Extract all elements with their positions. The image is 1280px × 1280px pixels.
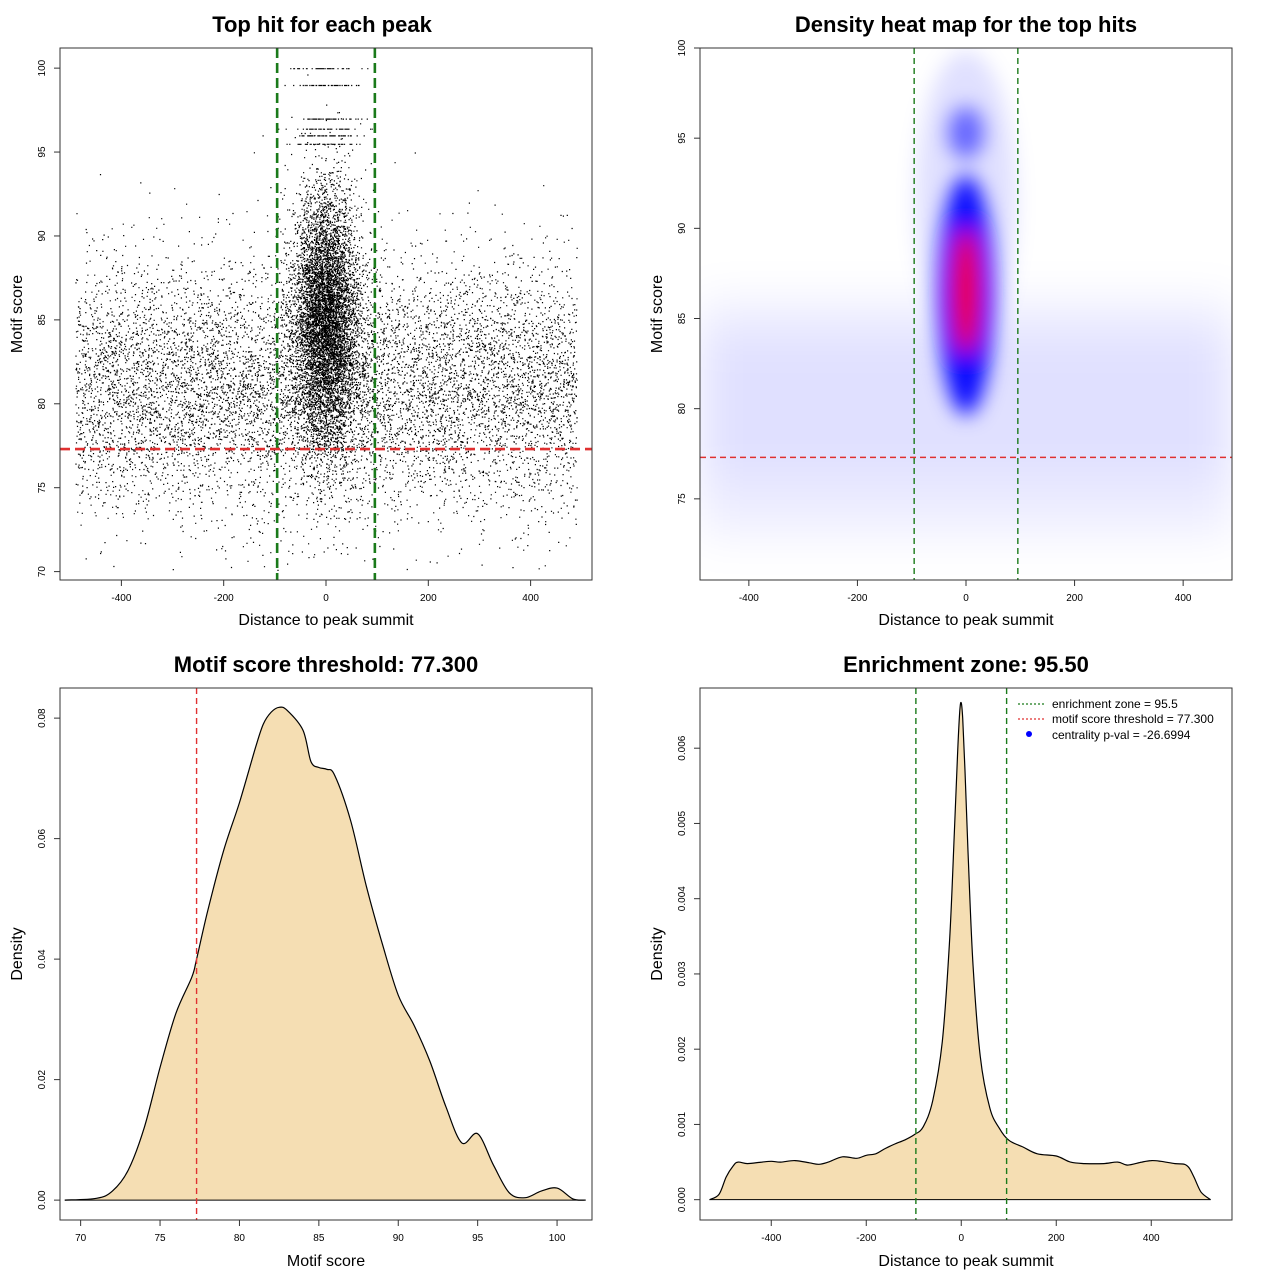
heatmap-y-label: Motif score (649, 275, 666, 353)
scatter-x-tick-label: -200 (214, 593, 234, 604)
scatter-x-tick-label: 200 (420, 593, 437, 604)
scatter-y-tick-label: 90 (37, 230, 48, 242)
distance-density-curve (709, 701, 1211, 1201)
scatter-x-axis: -400 -200 0 200 400 (111, 579, 539, 604)
score-density-x-axis: 70 75 80 85 90 95 100 (75, 1219, 566, 1244)
distance-density-x-tick-label: 400 (1143, 1233, 1160, 1244)
distance-density-x-tick-label: 200 (1048, 1233, 1065, 1244)
distance-density-y-tick-label: 0.006 (677, 735, 688, 760)
score-density-x-tick-label: 95 (472, 1233, 484, 1244)
heatmap-y-axis: 75 80 85 90 95 100 (677, 39, 701, 505)
score-density-y-tick-label: 0.02 (37, 1069, 48, 1089)
score-density-x-tick-label: 90 (393, 1233, 405, 1244)
score-density-x-label: Motif score (287, 1253, 365, 1270)
scatter-y-tick-label: 80 (37, 398, 48, 410)
heatmap-x-tick-label: -200 (847, 593, 867, 604)
distance-density-x-tick-label: -200 (856, 1233, 876, 1244)
distance-density-title: Enrichment zone: 95.50 (843, 652, 1089, 677)
distance-density-fill (709, 702, 1211, 1200)
heatmap-title: Density heat map for the top hits (795, 12, 1137, 37)
distance-density-y-tick-label: 0.005 (677, 810, 688, 835)
score-density-x-tick-label: 100 (549, 1233, 566, 1244)
scatter-points (75, 68, 578, 571)
distance-density-y-tick-label: 0.004 (677, 886, 688, 911)
legend-threshold-label: motif score threshold = 77.300 (1052, 712, 1214, 726)
scatter-y-label: Motif score (9, 275, 26, 353)
score-density-x-tick-label: 85 (313, 1233, 325, 1244)
scatter-title: Top hit for each peak (212, 12, 432, 37)
heatmap-x-tick-label: 200 (1066, 593, 1083, 604)
score-density-panel: Motif score threshold: 77.300 70 75 80 85 90… (9, 652, 593, 1270)
score-density-y-tick-label: 0.00 (37, 1190, 48, 1210)
heatmap-upper-lobe (948, 106, 984, 159)
legend-enrichment-zone-label: enrichment zone = 95.5 (1052, 697, 1178, 711)
distance-density-reference-lines (915, 688, 1008, 1220)
distance-density-y-tick-label: 0.001 (677, 1111, 688, 1136)
heatmap-y-tick-label: 80 (677, 403, 688, 415)
score-density-x-tick-label: 70 (75, 1233, 87, 1244)
scatter-y-tick-label: 70 (37, 566, 48, 578)
legend-centrality-label: centrality p-val = -26.6994 (1052, 728, 1191, 742)
distance-density-x-tick-label: 0 (958, 1233, 964, 1244)
score-density-x-tick-label: 75 (154, 1233, 166, 1244)
distance-density-x-tick-label: -400 (761, 1233, 781, 1244)
score-density-curve (64, 706, 586, 1201)
scatter-y-tick-label: 75 (37, 482, 48, 494)
distance-density-y-axis: 0.000 0.001 0.002 0.003 0.004 0.005 0.006 (677, 735, 701, 1212)
score-density-title: Motif score threshold: 77.300 (174, 652, 478, 677)
scatter-x-tick-label: -400 (111, 593, 131, 604)
score-density-fill (64, 707, 586, 1201)
distance-density-panel: Enrichment zone: 95.50 -400 -200 0 200 400 0… (649, 652, 1233, 1270)
score-density-y-label: Density (9, 927, 26, 980)
legend-centrality-dot (1026, 731, 1032, 737)
score-density-y-tick-label: 0.06 (37, 828, 48, 848)
distance-density-x-label: Distance to peak summit (878, 1253, 1054, 1270)
scatter-reference-lines (60, 48, 592, 580)
score-density-area (64, 706, 586, 1201)
heatmap-x-axis: -400 -200 0 200 400 (739, 579, 1192, 604)
score-density-y-tick-label: 0.04 (37, 949, 48, 969)
score-density-x-tick-label: 80 (234, 1233, 246, 1244)
distance-density-y-label: Density (649, 927, 666, 980)
score-density-y-tick-label: 0.08 (37, 708, 48, 728)
heatmap-x-tick-label: -400 (739, 593, 759, 604)
scatter-x-label: Distance to peak summit (238, 612, 414, 629)
scatter-y-tick-label: 100 (37, 59, 48, 76)
heatmap-y-tick-label: 85 (677, 313, 688, 325)
legend: enrichment zone = 95.5 motif score thres… (1018, 697, 1214, 742)
heatmap-y-tick-label: 75 (677, 493, 688, 505)
distance-density-y-tick-label: 0.002 (677, 1036, 688, 1061)
heatmap-y-tick-label: 95 (677, 132, 688, 144)
heatmap-x-label: Distance to peak summit (878, 612, 1054, 629)
scatter-y-tick-label: 85 (37, 314, 48, 326)
scatter-y-axis: 70 75 80 85 90 95 100 (37, 59, 61, 578)
heatmap-y-tick-label: 90 (677, 222, 688, 234)
heatmap-y-tick-label: 100 (677, 39, 688, 56)
distance-density-y-tick-label: 0.000 (677, 1187, 688, 1212)
heatmap-panel: Density heat map for the top hits -400 -2… (649, 12, 1233, 629)
scatter-x-tick-label: 0 (323, 593, 329, 604)
score-density-y-axis: 0.00 0.02 0.04 0.06 0.08 (37, 708, 61, 1210)
distance-density-area (709, 701, 1211, 1201)
heatmap-peak (953, 229, 979, 354)
heatmap-hotspot (916, 51, 1016, 416)
heatmap-reference-lines (700, 48, 1232, 580)
heatmap-x-tick-label: 0 (963, 593, 969, 604)
distance-density-x-axis: -400 -200 0 200 400 (761, 1219, 1160, 1244)
heatmap-x-tick-label: 400 (1175, 593, 1192, 604)
scatter-panel: Top hit for each peak -400 -200 0 200 400 70… (9, 12, 593, 629)
scatter-x-tick-label: 400 (522, 593, 539, 604)
heatmap-density (700, 51, 1232, 535)
scatter-y-tick-label: 95 (37, 146, 48, 158)
distance-density-y-tick-label: 0.003 (677, 961, 688, 986)
scatter-point-cloud (75, 68, 578, 571)
